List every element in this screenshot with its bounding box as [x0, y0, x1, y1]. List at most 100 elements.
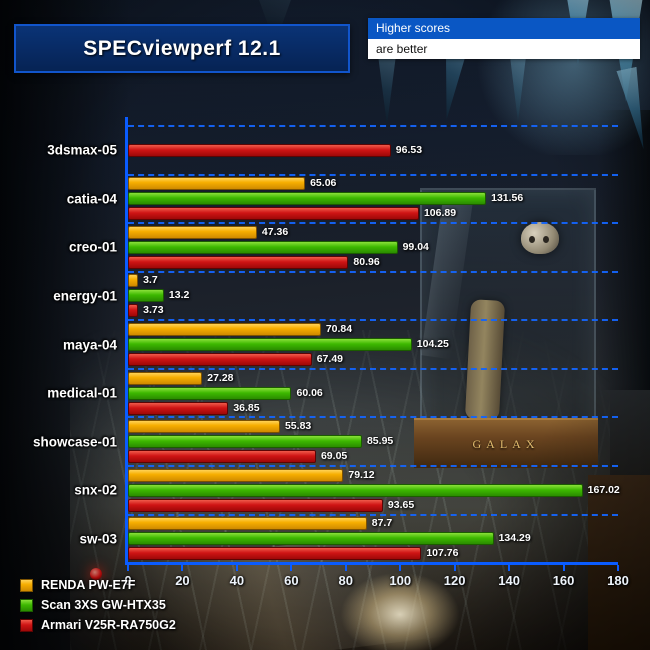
x-tick [290, 565, 293, 571]
bar-row: 3.7 [128, 274, 618, 288]
x-tick [235, 565, 238, 571]
category-label: maya-04 [62, 337, 117, 353]
x-tick-label: 140 [498, 573, 520, 588]
bar-red [128, 450, 316, 464]
bar-green [128, 483, 583, 497]
value-label: 87.7 [371, 517, 393, 530]
bar-red [128, 498, 383, 512]
bar-orange [128, 177, 306, 191]
x-tick-label: 180 [607, 573, 629, 588]
bar-group: showcase-01 55.83 85.95 69.05 [33, 416, 618, 465]
legend-item: RENDA PW-E7F [20, 578, 176, 592]
banner-line2: are better [368, 39, 640, 59]
x-tick [181, 565, 184, 571]
bar-red [128, 401, 229, 415]
category-label: creo-01 [68, 239, 117, 255]
x-tick [127, 565, 129, 571]
value-label: 131.56 [491, 192, 524, 205]
chart-title: SPECviewperf 12.1 [83, 36, 281, 60]
bar-row: 87.7 [128, 517, 618, 531]
x-tick-label: 40 [229, 573, 245, 588]
bar-green [128, 435, 362, 449]
x-tick-label: 80 [338, 573, 353, 588]
x-axis-ticks: 0 20 40 60 80 100 120 140 160 180 [124, 562, 629, 594]
category-label: energy-01 [53, 288, 117, 304]
x-tick [562, 565, 565, 571]
value-label: 99.04 [402, 240, 429, 253]
bar-row: 67.49 [128, 353, 618, 367]
bar-green [128, 240, 398, 254]
bar-row: 69.05 [128, 450, 618, 464]
bar-row: 70.84 [128, 323, 618, 337]
banner-line1: Higher scores [368, 18, 640, 39]
x-tick [344, 565, 347, 571]
value-label: 55.83 [284, 420, 312, 433]
value-label: 106.89 [423, 207, 457, 220]
bar-red [128, 143, 391, 157]
value-label: 36.85 [233, 401, 260, 414]
x-tick-label: 20 [175, 573, 190, 588]
value-label: 65.06 [310, 177, 337, 190]
bar-green [128, 338, 412, 352]
bar-green [128, 532, 494, 546]
bar-orange [128, 468, 344, 482]
value-label: 93.65 [387, 498, 415, 511]
bar-row: 47.36 [128, 225, 618, 239]
legend-label: Armari V25R-RA750G2 [41, 618, 176, 632]
value-label: 85.95 [366, 435, 394, 448]
value-label: 47.36 [261, 225, 289, 238]
bar-row: 80.96 [128, 255, 618, 269]
value-label: 13.2 [168, 289, 190, 302]
bar-orange [128, 420, 280, 434]
x-tick [453, 565, 456, 571]
legend-label: RENDA PW-E7F [41, 578, 136, 592]
bar-row: 99.04 [128, 240, 618, 254]
plot-groups: 3dsmax-05 96.53 catia-04 65.06 131.56 106.89 c… [33, 125, 620, 562]
bar-group: creo-01 47.36 99.04 80.96 [69, 222, 618, 271]
value-label: 67.49 [316, 353, 343, 366]
x-tick [508, 565, 511, 571]
value-label: 69.05 [320, 450, 348, 463]
bar-row: 107.76 [128, 547, 618, 561]
bar-group: medical-01 27.28 60.06 36.85 [47, 367, 618, 417]
bar-orange [128, 371, 203, 385]
legend-swatch-orange [20, 578, 33, 592]
bar-orange [128, 517, 367, 531]
higher-scores-banner: Higher scores are better [368, 18, 640, 59]
bar-group: maya-04 70.84 104.25 67.49 [63, 319, 618, 368]
value-label: 104.25 [416, 338, 449, 351]
value-label: 60.06 [296, 386, 323, 399]
bar-row: 93.65 [128, 498, 618, 512]
bar-row: 131.56 [128, 192, 618, 206]
legend-label: Scan 3XS GW-HTX35 [41, 598, 166, 612]
category-label: snx-02 [74, 482, 117, 498]
value-label: 134.29 [498, 532, 531, 545]
bar-group: energy-01 3.7 13.2 3.73 [53, 270, 618, 320]
bar-group: catia-04 65.06 131.56 106.89 [67, 173, 618, 223]
value-label: 79.12 [348, 468, 375, 481]
value-label: 107.76 [426, 547, 459, 560]
bar-row: 134.29 [128, 532, 618, 546]
x-tick [617, 565, 619, 571]
bar-orange [128, 225, 257, 239]
chart-title-box: SPECviewperf 12.1 [14, 24, 350, 73]
bar-row: 3.73 [128, 304, 618, 318]
bar-row: 65.06 [128, 177, 618, 191]
category-label: medical-01 [47, 385, 117, 401]
bar-green [128, 386, 292, 400]
bar-red [128, 207, 419, 221]
value-label: 167.02 [587, 483, 620, 496]
bar-orange [128, 323, 321, 337]
bar-row: 106.89 [128, 207, 618, 221]
bar-green [128, 192, 487, 206]
value-label: 96.53 [395, 143, 423, 156]
x-tick-label: 100 [389, 573, 412, 588]
bar-row: 13.2 [128, 289, 618, 303]
x-tick-label: 120 [443, 573, 466, 588]
bar-group: 3dsmax-05 96.53 [47, 125, 618, 174]
category-label: sw-03 [79, 531, 117, 547]
bar-red [128, 255, 349, 269]
legend-swatch-red [20, 618, 33, 632]
bar-row: 60.06 [128, 386, 618, 400]
